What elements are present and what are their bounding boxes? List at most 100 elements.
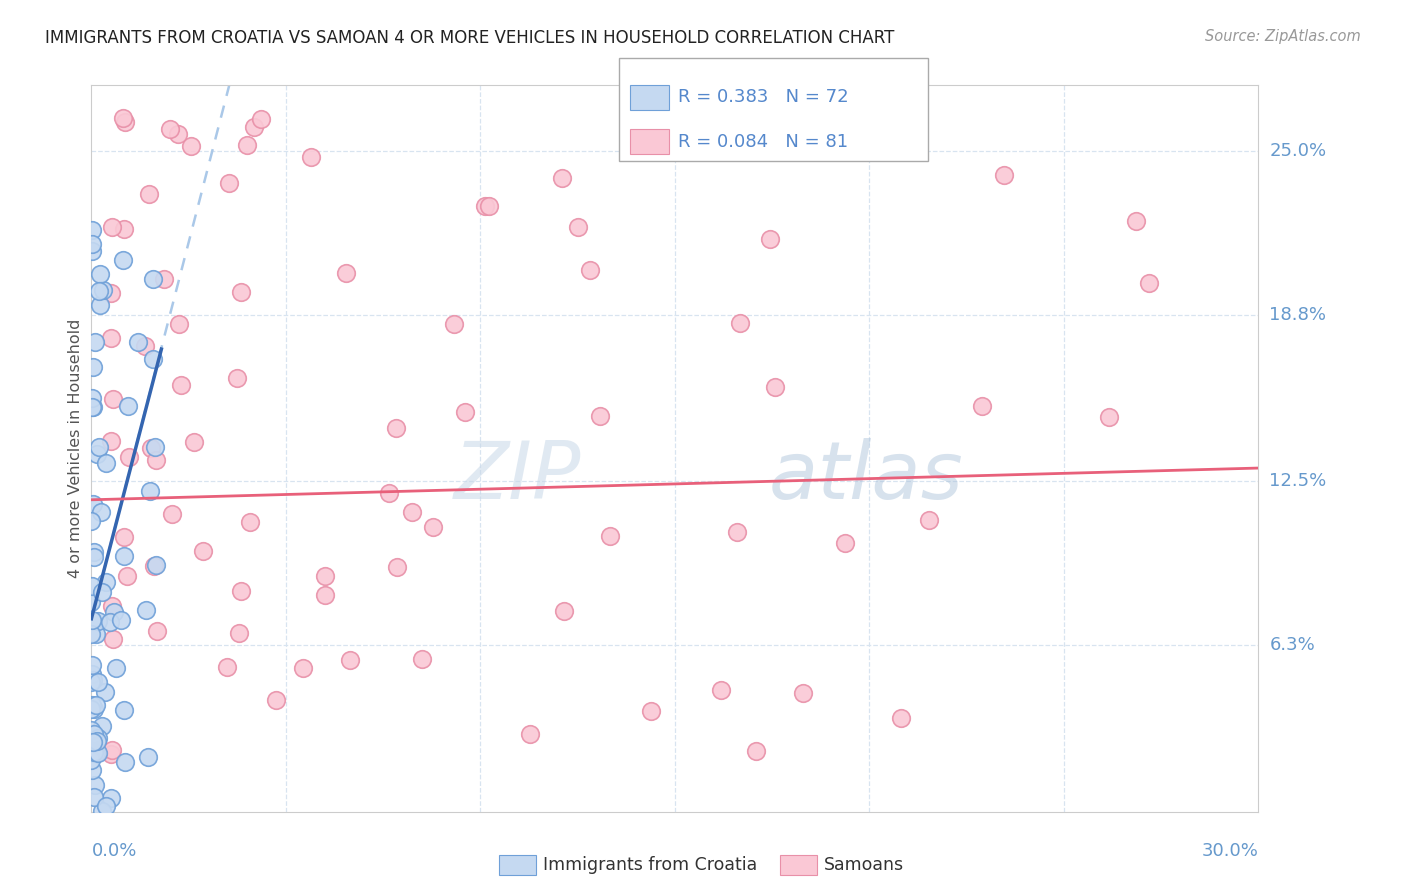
Text: Samoans: Samoans <box>824 856 904 874</box>
Point <box>105 661 128 675</box>
Point <box>89 297 111 311</box>
Point <box>82 666 104 681</box>
Point <box>86 698 108 712</box>
Point <box>80 236 103 251</box>
Point <box>118 450 141 465</box>
Point <box>86 734 108 748</box>
Point <box>567 220 589 235</box>
Point <box>82 244 104 258</box>
Point <box>114 222 136 236</box>
Point <box>339 653 361 667</box>
Point <box>183 435 205 450</box>
Point <box>579 263 602 277</box>
Point <box>134 339 156 353</box>
Point <box>91 585 114 599</box>
Point <box>138 187 160 202</box>
Point <box>228 626 250 640</box>
Point <box>80 400 103 414</box>
Point <box>80 763 103 777</box>
Point <box>83 745 105 759</box>
Point <box>918 513 941 527</box>
Text: ZIP: ZIP <box>454 438 582 516</box>
Point <box>1137 276 1160 290</box>
Point <box>94 684 117 698</box>
Point <box>80 674 103 689</box>
Point <box>453 405 475 419</box>
Point <box>103 605 125 619</box>
Point <box>249 112 271 126</box>
Point <box>83 790 105 805</box>
Text: R = 0.084   N = 81: R = 0.084 N = 81 <box>678 133 848 151</box>
Point <box>443 317 465 331</box>
Point <box>90 804 112 818</box>
Text: 30.0%: 30.0% <box>1202 842 1258 860</box>
Point <box>145 440 167 454</box>
Point <box>1098 410 1121 425</box>
Point <box>80 392 103 406</box>
Point <box>728 316 751 330</box>
Point <box>80 515 103 529</box>
Point <box>401 505 423 519</box>
Point <box>82 579 104 593</box>
Point <box>80 595 103 609</box>
Point <box>100 331 122 345</box>
Point <box>725 524 748 539</box>
Point <box>82 400 104 414</box>
Point <box>90 504 112 518</box>
Point <box>82 673 104 688</box>
Point <box>478 199 501 213</box>
Point <box>114 530 136 544</box>
Point <box>84 335 107 350</box>
Point <box>384 420 406 434</box>
Point <box>890 711 912 725</box>
Point <box>80 626 103 640</box>
Point <box>100 286 122 301</box>
Point <box>834 536 856 550</box>
Point <box>83 545 105 559</box>
Point <box>239 515 262 529</box>
Text: IMMIGRANTS FROM CROATIA VS SAMOAN 4 OR MORE VEHICLES IN HOUSEHOLD CORRELATION CH: IMMIGRANTS FROM CROATIA VS SAMOAN 4 OR M… <box>45 29 894 46</box>
Point <box>335 266 357 280</box>
Point <box>84 627 107 641</box>
Point <box>792 686 814 700</box>
Point <box>745 744 768 758</box>
Point <box>142 351 165 366</box>
Point <box>550 170 572 185</box>
Point <box>640 704 662 718</box>
Point <box>589 409 612 423</box>
Point <box>170 378 193 392</box>
Point <box>115 569 138 583</box>
Point <box>100 791 122 805</box>
Point <box>142 559 165 574</box>
Point <box>166 127 188 141</box>
Point <box>114 549 136 564</box>
Point <box>83 726 105 740</box>
Point <box>422 520 444 534</box>
Point <box>82 735 104 749</box>
Point <box>768 143 790 157</box>
Point <box>100 747 122 761</box>
Point <box>86 746 108 760</box>
Point <box>80 658 103 673</box>
Point <box>90 719 112 733</box>
Point <box>159 122 181 136</box>
Point <box>117 400 139 414</box>
Text: 0.0%: 0.0% <box>91 842 136 860</box>
Point <box>145 453 167 467</box>
Point <box>411 651 433 665</box>
Point <box>87 440 110 454</box>
Point <box>82 497 104 511</box>
Text: R = 0.383   N = 72: R = 0.383 N = 72 <box>678 88 848 106</box>
Point <box>82 360 104 375</box>
Point <box>993 168 1015 182</box>
Point <box>135 603 157 617</box>
Point <box>191 544 214 558</box>
Point <box>80 702 103 716</box>
Point <box>84 747 107 761</box>
Point <box>299 150 322 164</box>
Point <box>139 441 162 455</box>
Point <box>385 560 408 574</box>
Point <box>215 660 238 674</box>
Text: 18.8%: 18.8% <box>1270 306 1326 324</box>
Text: 12.5%: 12.5% <box>1270 472 1327 491</box>
